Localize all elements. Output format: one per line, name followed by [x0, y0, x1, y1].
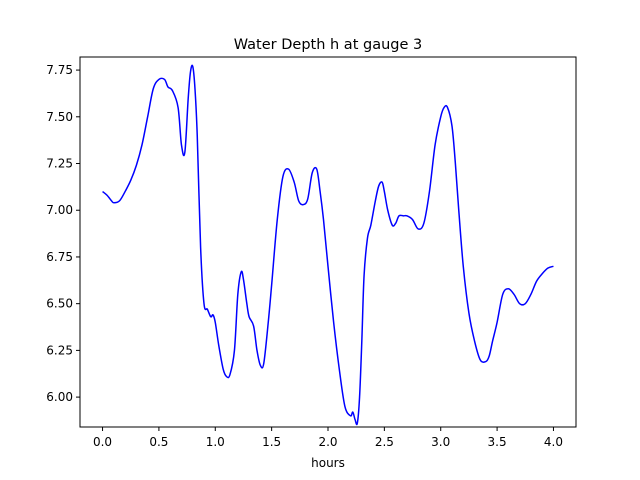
plot-frame: [79, 56, 577, 428]
plot-area: [80, 57, 576, 427]
y-tick-label: 6.25: [46, 343, 73, 357]
x-tick-label: 1.5: [262, 435, 281, 449]
y-tick-label: 6.50: [46, 297, 73, 311]
y-tick-label: 6.75: [46, 250, 73, 264]
x-tick-label: 1.0: [206, 435, 225, 449]
chart-title: Water Depth h at gauge 3: [234, 37, 422, 53]
series-line: [102, 64, 554, 426]
x-axis-label: hours: [311, 456, 345, 470]
y-tick-label: 7.00: [46, 203, 73, 217]
x-tick-label: 2.5: [375, 435, 394, 449]
x-tick-label: 3.0: [431, 435, 450, 449]
x-tick-label: 0.5: [149, 435, 168, 449]
x-tick-label: 3.5: [488, 435, 507, 449]
series-layer: [102, 64, 554, 426]
y-tick-label: 7.50: [46, 110, 73, 124]
x-tick-label: 0.0: [93, 435, 112, 449]
y-tick-label: 7.75: [46, 63, 73, 77]
y-tick-label: 7.25: [46, 157, 73, 171]
y-tick-label: 6.00: [46, 390, 73, 404]
x-tick-label: 2.0: [318, 435, 337, 449]
axis-ticks: 0.0 0.5 1.0 1.5 2.0 2.5 3.0 3.5 4.0 6.00 6.25 6.50 6…: [46, 63, 563, 449]
x-tick-label: 4.0: [544, 435, 563, 449]
